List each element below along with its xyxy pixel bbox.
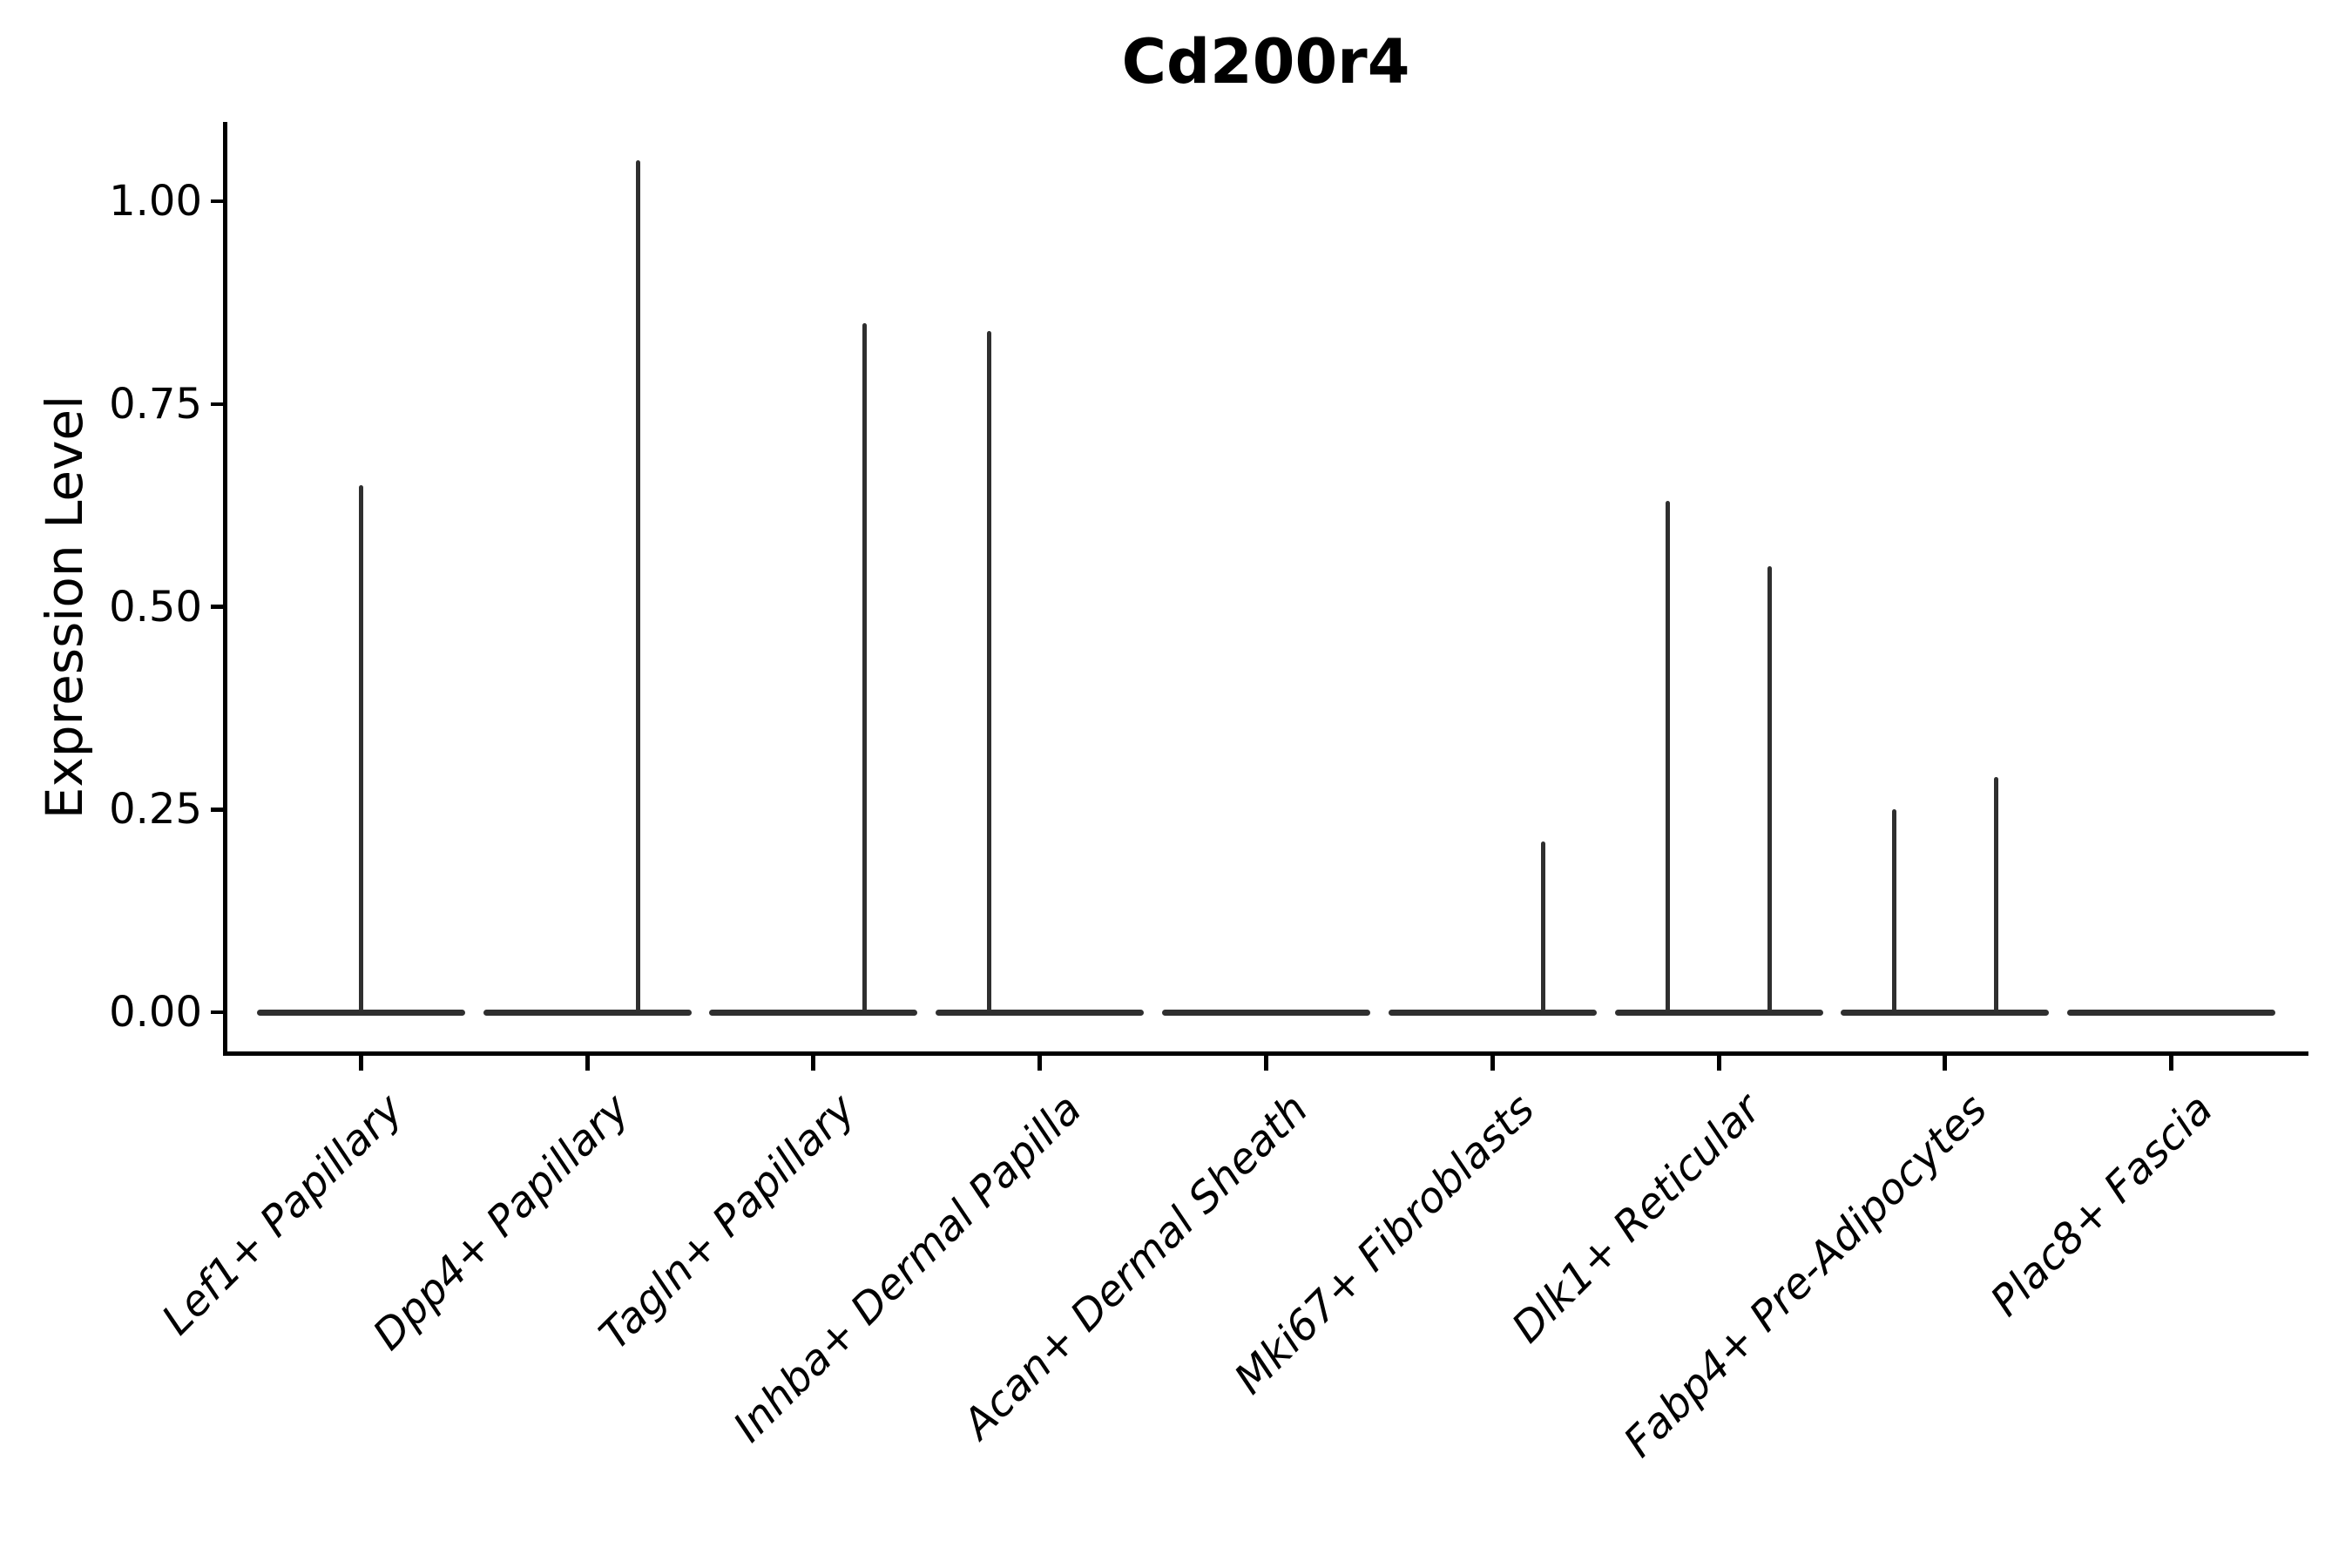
y-tick-label: 0.00 — [109, 988, 202, 1037]
x-tick-label: Fabp4+ Pre-Adipocytes — [1614, 1085, 1997, 1467]
y-tick-label: 1.00 — [109, 177, 202, 226]
y-tick-mark — [211, 605, 223, 609]
violin-spike — [986, 330, 991, 1014]
x-tick-mark — [1037, 1055, 1043, 1071]
x-tick-label: Plac8+ Fascia — [1981, 1085, 2223, 1326]
violin-spike — [358, 484, 363, 1014]
y-axis-line — [223, 122, 227, 1055]
x-tick-mark — [585, 1055, 590, 1071]
y-tick-mark — [211, 1010, 223, 1015]
violin-baseline — [483, 1009, 692, 1016]
x-tick-label: Lef1+ Papillary — [152, 1085, 413, 1345]
violin-baseline — [1162, 1009, 1370, 1016]
violin-baseline — [1614, 1009, 1823, 1016]
violin-baseline — [936, 1009, 1145, 1016]
x-tick-mark — [1264, 1055, 1268, 1071]
x-tick-mark — [2169, 1055, 2174, 1071]
y-tick-label: 0.75 — [109, 379, 202, 429]
violin-spike — [1891, 809, 1896, 1014]
y-tick-label: 0.50 — [109, 582, 202, 632]
violin-baseline — [2067, 1009, 2276, 1016]
violin-spike — [1993, 777, 1998, 1014]
y-tick-mark — [211, 199, 223, 204]
y-tick-label: 0.25 — [109, 785, 202, 835]
violin-spike — [1666, 501, 1671, 1014]
violin-spike — [862, 322, 867, 1014]
violin-baseline — [709, 1009, 918, 1016]
x-tick-mark — [358, 1055, 363, 1071]
x-tick-label: Dlk1+ Reticular — [1502, 1085, 1770, 1353]
x-axis-line — [223, 1051, 2308, 1056]
violin-baseline — [1388, 1009, 1597, 1016]
y-tick-mark — [211, 808, 223, 812]
x-tick-label: Tagln+ Papillary — [590, 1085, 865, 1360]
y-tick-mark — [211, 402, 223, 406]
violin-spike — [636, 160, 641, 1014]
violin-spike — [1767, 565, 1773, 1014]
x-tick-mark — [1490, 1055, 1495, 1071]
x-tick-mark — [1716, 1055, 1721, 1071]
x-tick-mark — [1943, 1055, 1948, 1071]
x-tick-mark — [811, 1055, 816, 1071]
x-tick-label: Dpp4+ Papillary — [363, 1085, 639, 1360]
violin-spike — [1541, 841, 1546, 1014]
chart-title: Cd200r4 — [1121, 26, 1410, 98]
violin-baseline — [1841, 1009, 2050, 1016]
